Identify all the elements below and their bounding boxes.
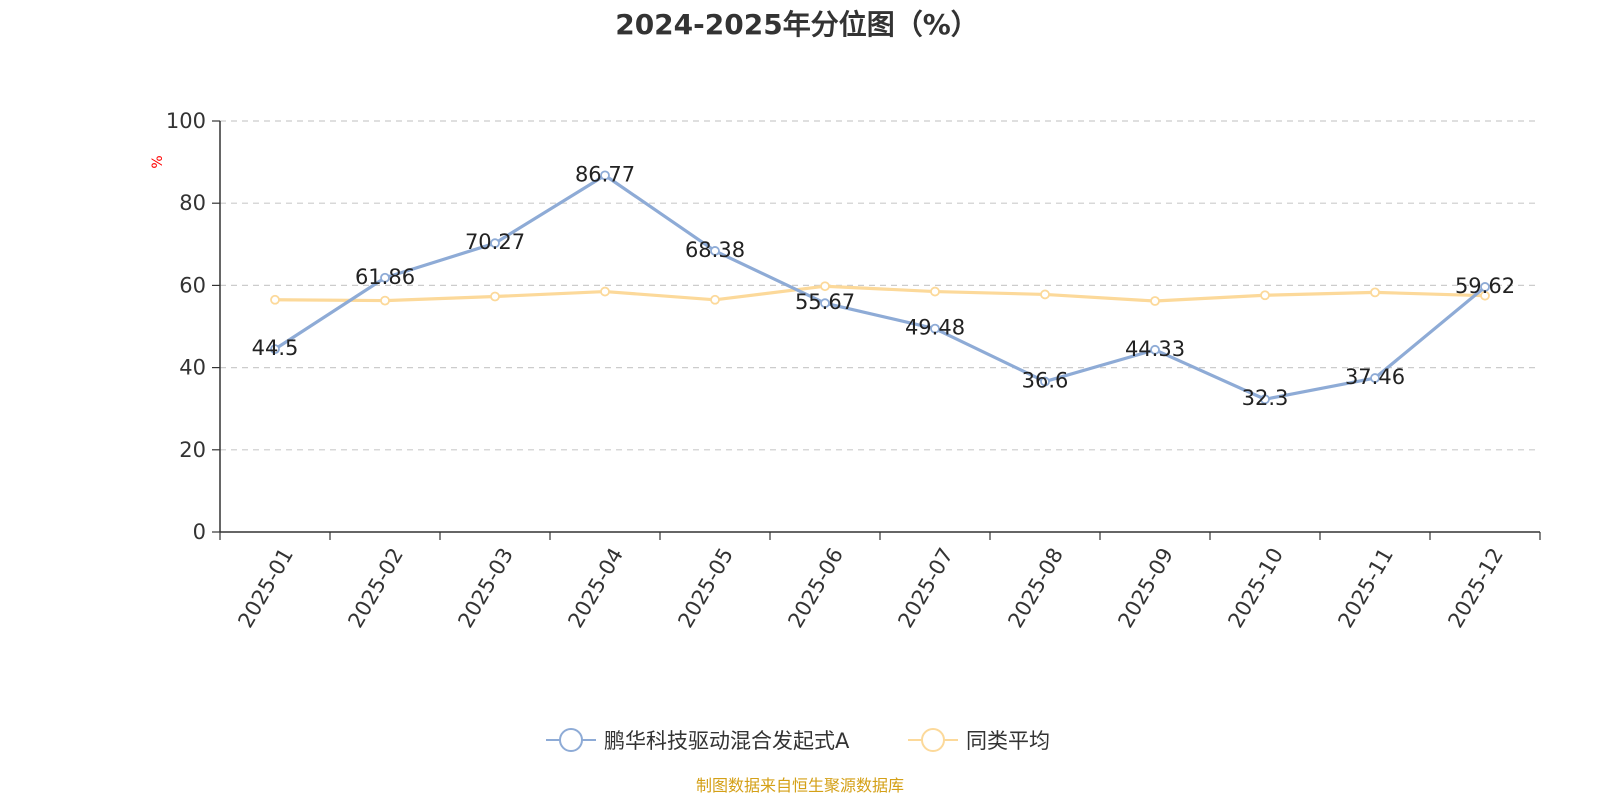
x-tick-label: 2025-01 bbox=[233, 544, 298, 632]
legend-item-1[interactable]: 同类平均 bbox=[908, 728, 1050, 753]
data-point[interactable] bbox=[1260, 290, 1270, 301]
y-tick-label: 80 bbox=[179, 191, 206, 215]
x-tick-label: 2025-10 bbox=[1223, 544, 1288, 632]
data-label: 49.48 bbox=[905, 316, 965, 340]
x-tick-label: 2025-07 bbox=[893, 544, 958, 632]
legend-item-0[interactable]: 鹏华科技驱动混合发起式A bbox=[546, 728, 850, 753]
x-tick-label: 2025-02 bbox=[343, 544, 408, 632]
data-point[interactable] bbox=[1370, 373, 1380, 383]
data-point[interactable] bbox=[1040, 289, 1050, 300]
data-label: 61.86 bbox=[355, 265, 415, 289]
data-point[interactable] bbox=[930, 286, 940, 297]
legend-label: 同类平均 bbox=[966, 729, 1050, 753]
data-point[interactable] bbox=[710, 294, 720, 305]
data-point[interactable] bbox=[1480, 282, 1490, 292]
data-label: 44.5 bbox=[252, 336, 299, 360]
series-1 bbox=[270, 281, 1490, 306]
x-tick-label: 2025-03 bbox=[453, 544, 518, 632]
x-tick-label: 2025-11 bbox=[1333, 544, 1398, 632]
series-line bbox=[273, 173, 1487, 401]
source-note: 制图数据来自恒生聚源数据库 bbox=[696, 776, 904, 795]
y-tick-label: 20 bbox=[179, 438, 206, 462]
data-point[interactable] bbox=[490, 291, 500, 302]
x-tick-label: 2025-04 bbox=[563, 544, 628, 632]
legend: 鹏华科技驱动混合发起式A 同类平均 bbox=[546, 728, 1050, 753]
data-label: 44.33 bbox=[1125, 337, 1185, 361]
data-point[interactable] bbox=[710, 246, 720, 256]
legend-label: 鹏华科技驱动混合发起式A bbox=[604, 729, 850, 753]
x-tick-label: 2025-08 bbox=[1003, 544, 1068, 632]
data-labels: 44.5 61.86 70.27 86.77 68.38 55.67 49.48 36.6 44… bbox=[252, 162, 1515, 410]
data-label: 86.77 bbox=[575, 162, 635, 186]
data-point[interactable] bbox=[1370, 287, 1380, 298]
series-lines bbox=[270, 170, 1490, 405]
data-point[interactable] bbox=[820, 281, 830, 292]
y-tick-label: 60 bbox=[179, 273, 206, 297]
legend-marker-icon bbox=[559, 728, 583, 752]
data-label: 36.6 bbox=[1022, 369, 1069, 393]
data-point[interactable] bbox=[1150, 344, 1160, 355]
data-point[interactable] bbox=[1040, 376, 1050, 387]
data-point[interactable] bbox=[1260, 394, 1270, 405]
chart-title: 2024-2025年分位图（%） bbox=[615, 8, 979, 41]
x-tick-label: 2025-12 bbox=[1443, 544, 1508, 632]
data-label: 55.67 bbox=[795, 290, 855, 314]
x-tick-label: 2025-05 bbox=[673, 544, 738, 632]
legend-marker-icon bbox=[921, 728, 945, 752]
y-tick-label: 40 bbox=[179, 356, 206, 380]
data-label: 59.62 bbox=[1455, 274, 1515, 298]
data-point[interactable] bbox=[1150, 296, 1160, 306]
data-point[interactable] bbox=[380, 295, 390, 306]
x-tick-label: 2025-06 bbox=[783, 544, 848, 632]
y-tick-label: 100 bbox=[166, 109, 206, 133]
data-label: 70.27 bbox=[465, 230, 525, 254]
data-point[interactable] bbox=[490, 238, 500, 249]
y-tick-label: 0 bbox=[193, 520, 206, 544]
data-point[interactable] bbox=[820, 298, 830, 309]
data-point[interactable] bbox=[270, 344, 280, 355]
data-point[interactable] bbox=[930, 323, 940, 334]
data-point[interactable] bbox=[600, 286, 610, 297]
series-line bbox=[273, 284, 1487, 303]
data-label: 37.46 bbox=[1345, 365, 1405, 389]
axes: 0 20 40 60 80 100 2025-01 2025-02 2025-03 2025-04… bbox=[166, 109, 1541, 632]
x-tick-label: 2025-09 bbox=[1113, 544, 1178, 632]
gridlines bbox=[220, 120, 1540, 451]
y-axis-unit-label: % bbox=[150, 155, 166, 168]
series-0 bbox=[270, 170, 1490, 405]
data-label: 32.3 bbox=[1242, 386, 1289, 410]
data-point[interactable] bbox=[380, 272, 390, 283]
data-point[interactable] bbox=[600, 170, 610, 181]
data-label: 68.38 bbox=[685, 238, 745, 262]
data-point[interactable] bbox=[270, 294, 280, 305]
